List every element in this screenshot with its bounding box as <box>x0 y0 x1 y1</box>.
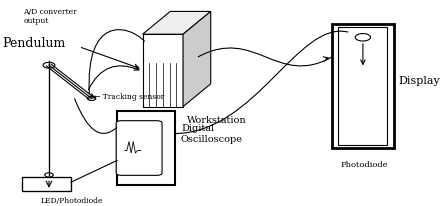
Text: Workstation: Workstation <box>187 115 247 124</box>
Text: ← Tracking sensor: ← Tracking sensor <box>93 93 164 101</box>
Polygon shape <box>183 12 210 107</box>
Text: Pendulum: Pendulum <box>2 36 65 49</box>
Polygon shape <box>142 12 210 35</box>
Polygon shape <box>142 35 183 107</box>
Bar <box>117 111 174 185</box>
Bar <box>338 28 387 145</box>
Text: Digital
Oscilloscope: Digital Oscilloscope <box>181 124 243 143</box>
Text: A/D converter
output: A/D converter output <box>24 8 77 25</box>
Text: Display: Display <box>398 75 440 85</box>
Bar <box>332 25 394 148</box>
Text: Photodiode: Photodiode <box>340 161 388 169</box>
Bar <box>22 177 71 192</box>
Text: LED/Photodiode: LED/Photodiode <box>40 196 103 204</box>
FancyBboxPatch shape <box>116 121 162 176</box>
